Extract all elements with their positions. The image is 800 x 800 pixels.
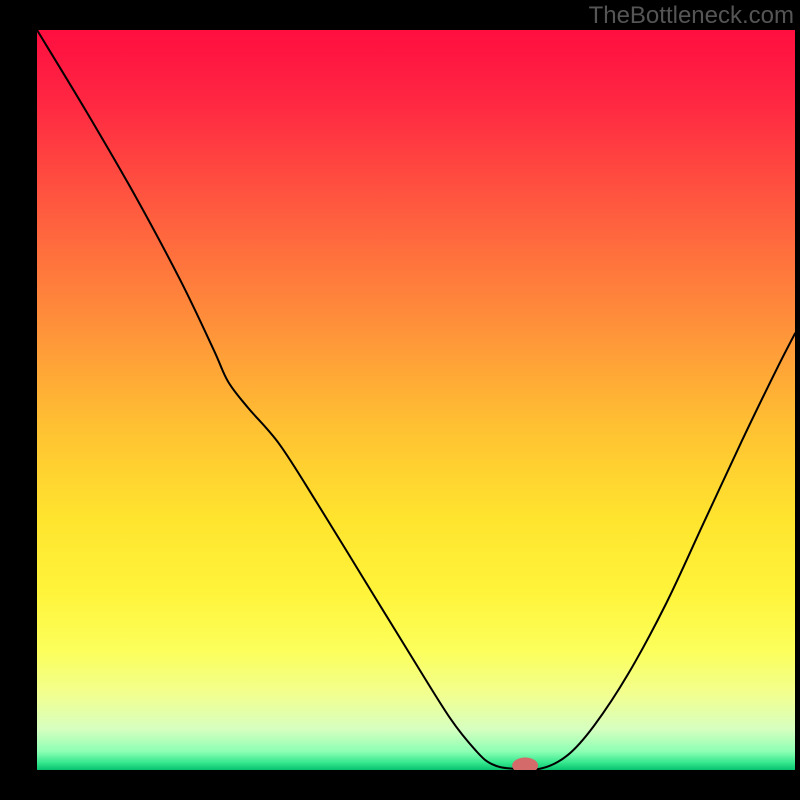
gradient-background (37, 30, 795, 770)
watermark-label: TheBottleneck.com (589, 2, 794, 30)
plot-area (37, 30, 795, 770)
chart-frame: TheBottleneck.com (0, 0, 800, 800)
chart-svg (37, 30, 795, 770)
